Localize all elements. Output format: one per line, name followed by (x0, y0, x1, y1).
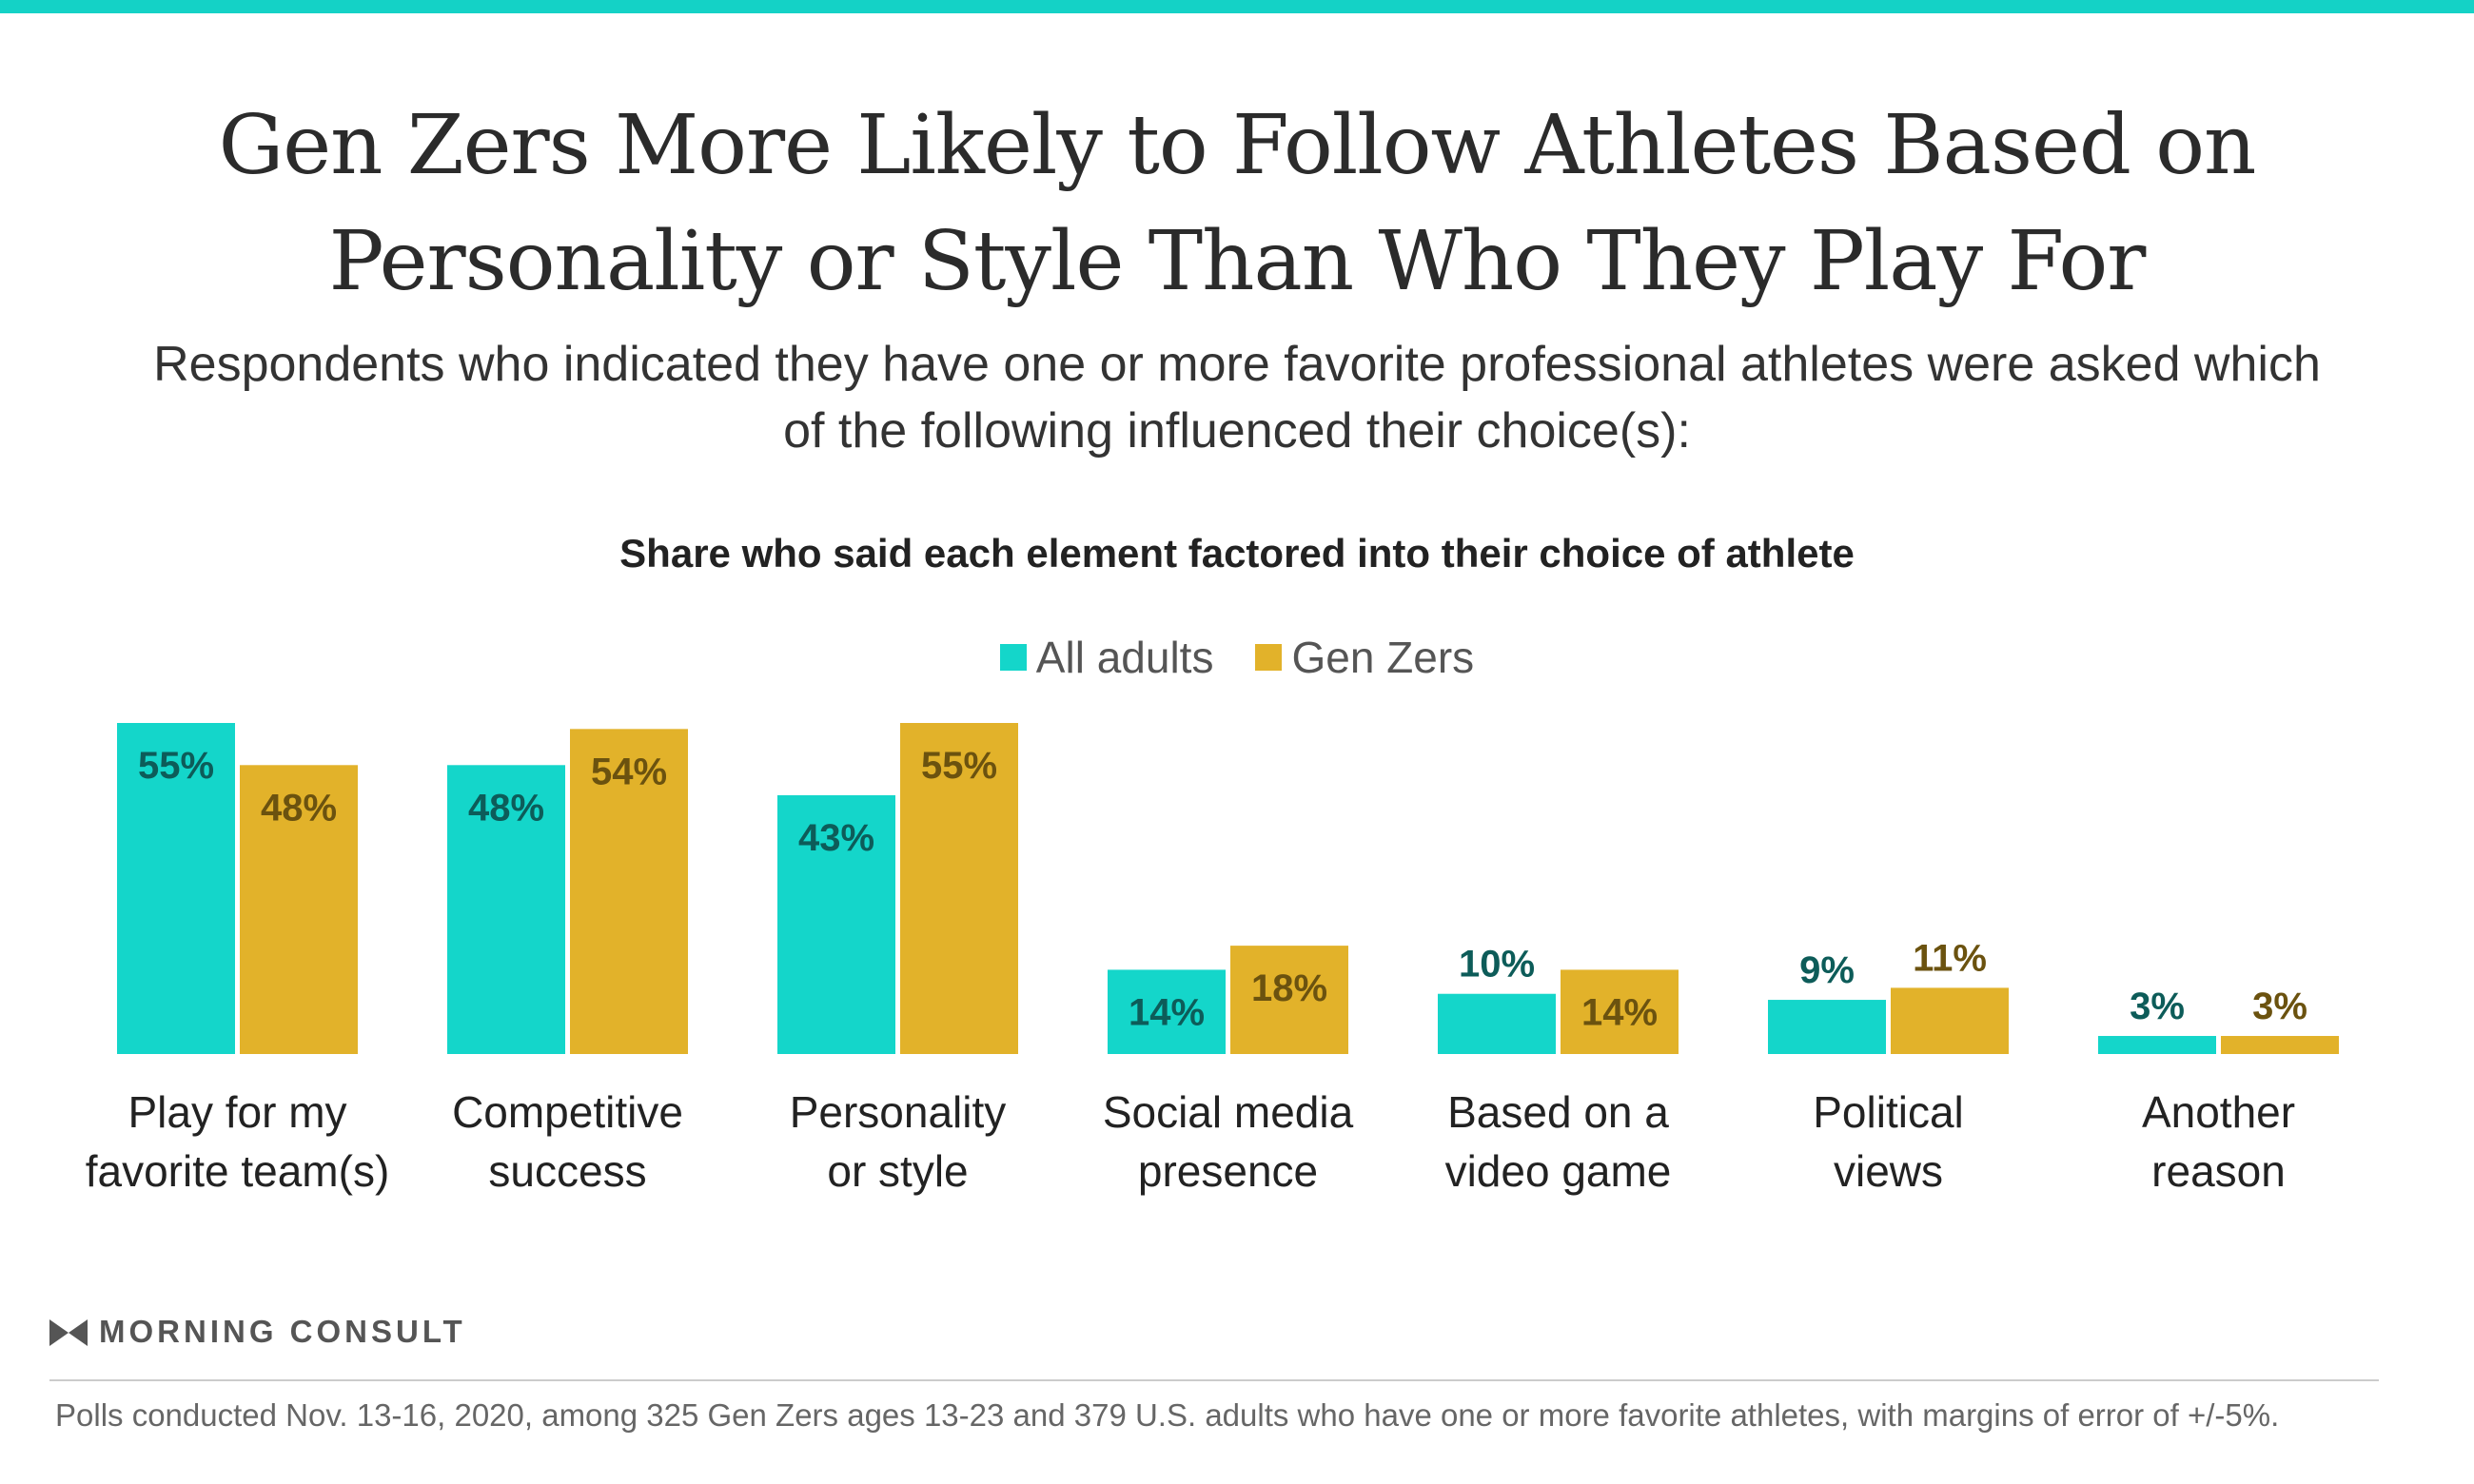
category-label-5-line2: views (1834, 1146, 1943, 1196)
bar-gen-zers-4 (1561, 969, 1679, 1054)
bar-all-adults-0 (117, 723, 235, 1054)
category-label-1-line2: success (488, 1146, 646, 1196)
bar-all-adults-6 (2098, 1036, 2216, 1054)
category-label-4: Based on a (1447, 1087, 1669, 1137)
category-label-0-line2: favorite team(s) (86, 1146, 390, 1196)
legend-item-gen-zers: Gen Zers (1255, 632, 1474, 683)
chart-title: Share who said each element factored int… (619, 531, 1855, 576)
brand-logo: MORNING CONSULT (49, 1303, 466, 1360)
brand-name: MORNING CONSULT (99, 1314, 466, 1349)
category-label-2-line2: or style (827, 1146, 968, 1196)
category-label-6-line2: reason (2151, 1146, 2286, 1196)
data-label-all-adults-1: 48% (468, 787, 544, 829)
data-label-gen-zers-2: 55% (921, 745, 997, 787)
category-label-0: Play for my (128, 1087, 346, 1137)
bar-chart: 55% 48% Play for my favorite team(s) 48% 54% C… (86, 723, 2339, 1196)
legend-swatch-all-adults (999, 644, 1027, 671)
footnote: Polls conducted Nov. 13-16, 2020, among … (55, 1397, 2280, 1433)
bar-all-adults-1 (447, 765, 565, 1054)
legend-swatch-gen-zers (1255, 644, 1283, 671)
legend-label-gen-zers: Gen Zers (1291, 633, 1475, 682)
category-label-6: Another (2142, 1087, 2295, 1137)
top-accent-bar (0, 0, 2474, 13)
legend: All adults Gen Zers (0, 624, 2474, 691)
data-label-all-adults-4: 10% (1459, 944, 1535, 986)
category-label-3: Social media (1103, 1087, 1354, 1137)
category-label-3-line2: presence (1138, 1146, 1318, 1196)
data-label-all-adults-0: 55% (138, 745, 214, 787)
bar-all-adults-2 (777, 794, 895, 1054)
bar-gen-zers-6 (2221, 1036, 2339, 1054)
data-label-all-adults-6: 3% (2130, 986, 2185, 1027)
bar-gen-zers-3 (1230, 946, 1348, 1054)
bar-all-adults-3 (1108, 969, 1226, 1054)
bar-all-adults-5 (1768, 1000, 1886, 1054)
data-label-all-adults-5: 9% (1799, 949, 1855, 991)
bar-all-adults-4 (1438, 993, 1556, 1054)
bar-gen-zers-2 (900, 723, 1018, 1054)
category-label-1: Competitive (452, 1087, 683, 1137)
data-label-gen-zers-6: 3% (2252, 986, 2307, 1027)
bar-gen-zers-1 (570, 729, 688, 1054)
category-label-4-line2: video game (1445, 1146, 1672, 1196)
morning-consult-logo-icon (49, 1319, 88, 1346)
data-label-gen-zers-3: 18% (1251, 967, 1327, 1009)
legend-item-all-adults: All adults (999, 632, 1214, 683)
data-label-all-adults-3: 14% (1129, 991, 1205, 1033)
data-label-gen-zers-0: 48% (261, 787, 337, 829)
data-label-gen-zers-4: 14% (1581, 991, 1658, 1033)
chart-subtitle: Respondents who indicated they have one … (153, 337, 2321, 459)
bar-gen-zers-5 (1891, 987, 2009, 1054)
footer-divider (49, 1379, 2379, 1381)
data-label-gen-zers-1: 54% (591, 751, 667, 792)
bar-gen-zers-0 (240, 765, 358, 1054)
chart-headline: Gen Zers More Likely to Follow Athletes … (218, 98, 2257, 309)
legend-label-all-adults: All adults (1035, 633, 1214, 682)
category-label-2: Personality (790, 1087, 1007, 1137)
data-label-all-adults-2: 43% (798, 817, 874, 859)
data-label-gen-zers-5: 11% (1913, 937, 1987, 979)
category-label-5: Political (1813, 1087, 1964, 1137)
